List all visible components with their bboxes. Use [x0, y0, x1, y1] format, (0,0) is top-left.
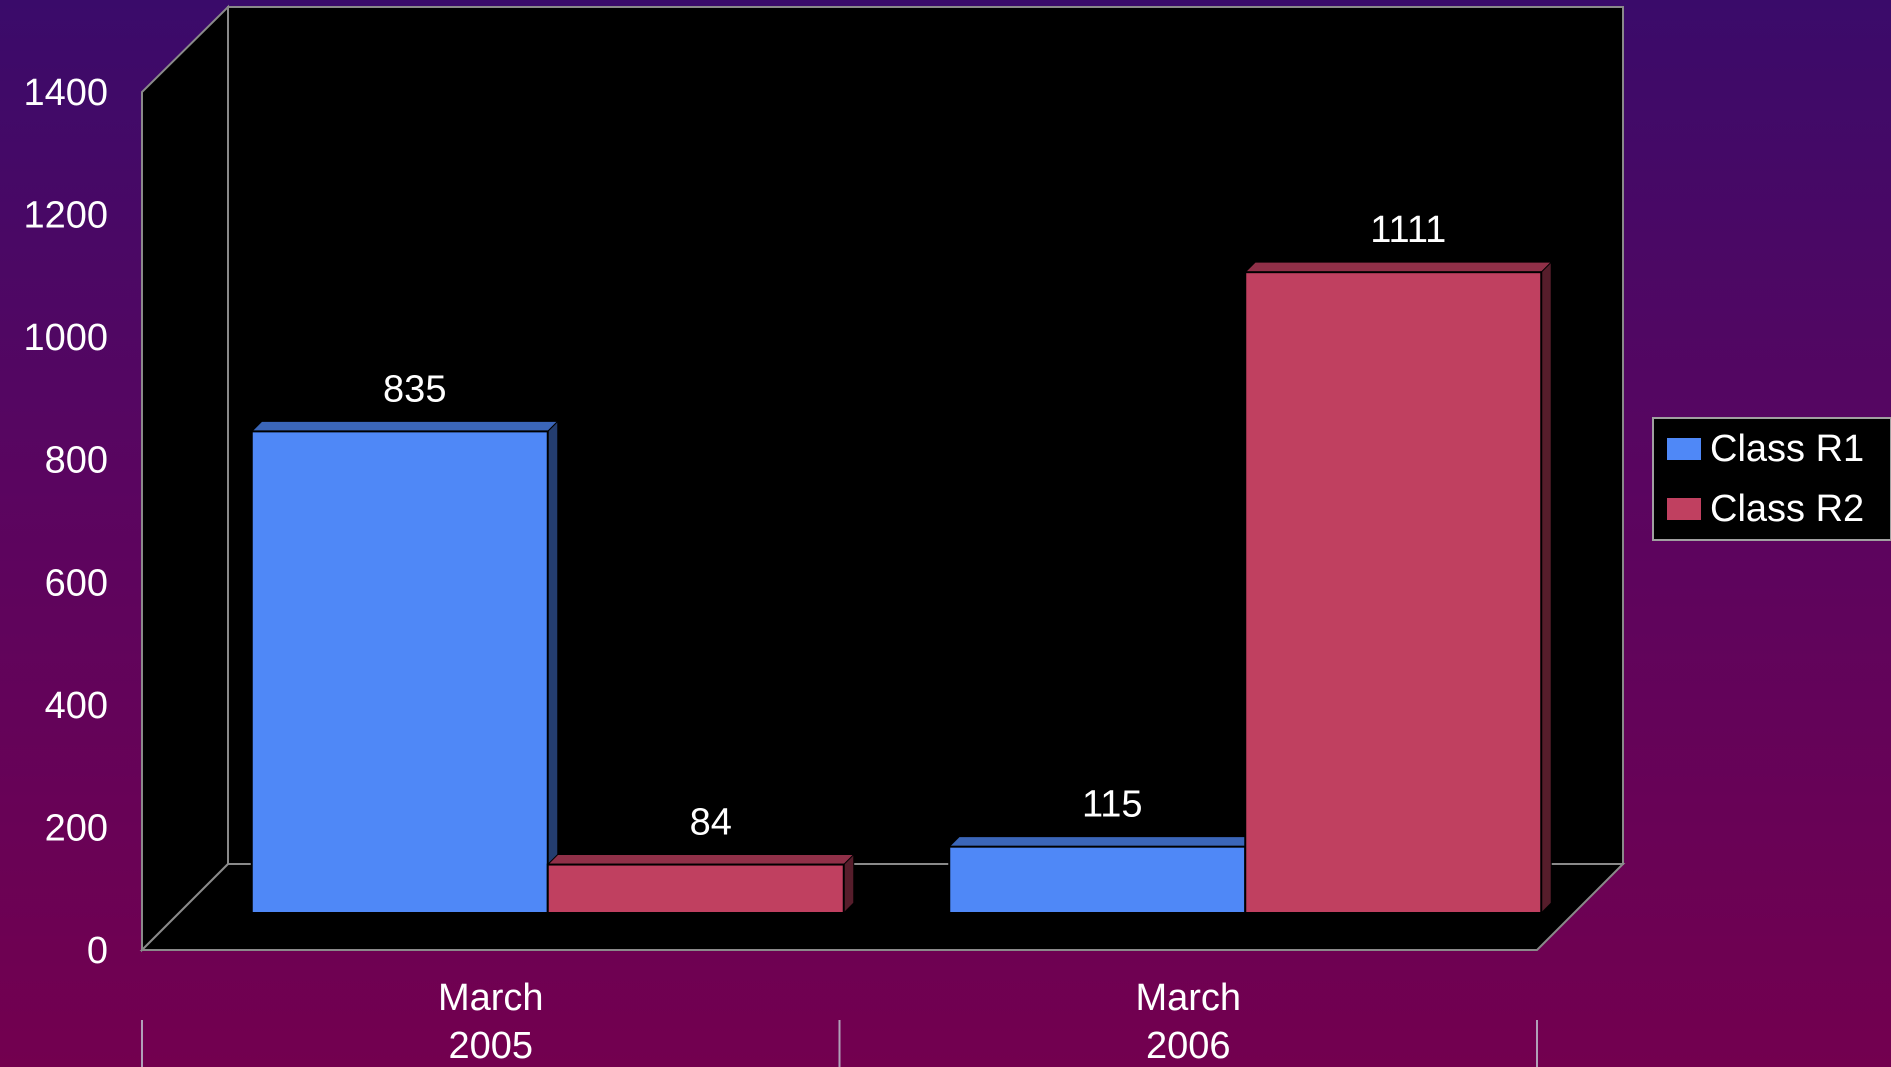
- y-tick-label: 200: [45, 807, 108, 849]
- bar-side: [547, 420, 559, 915]
- y-tick-label: 1400: [23, 72, 108, 114]
- y-tick-label: 0: [87, 930, 108, 972]
- legend-swatch: [1667, 438, 1701, 460]
- y-tick-label: 600: [45, 562, 108, 604]
- legend-label: Class R2: [1710, 488, 1864, 530]
- bar: 115: [948, 784, 1257, 915]
- bar: 1111: [1244, 209, 1553, 915]
- x-tick-label: March 2006: [1135, 977, 1241, 1067]
- y-tick-label: 400: [45, 685, 108, 727]
- y-tick-label: 1200: [23, 195, 108, 237]
- data-label: 835: [383, 368, 446, 410]
- side-wall: [141, 4, 229, 953]
- bar-top: [1244, 261, 1553, 273]
- bar-front: [948, 845, 1247, 915]
- x-tick-label: March 2005: [438, 977, 544, 1067]
- legend-label: Class R1: [1710, 428, 1864, 470]
- data-label: 84: [690, 802, 732, 844]
- data-label: 115: [1082, 784, 1143, 826]
- bar: 835: [250, 368, 559, 915]
- y-axis: 0 200 400 600 800 1000 1200 1400: [23, 72, 108, 972]
- bars: 835 84 115 1111: [250, 209, 1553, 915]
- bar-front: [250, 430, 549, 914]
- bar-side: [1540, 260, 1552, 915]
- bar-top: [948, 836, 1257, 848]
- bar-top: [546, 854, 855, 866]
- x-axis: March 2005 March 2006: [141, 977, 1538, 1067]
- data-label: 1111: [1370, 209, 1446, 251]
- y-tick-label: 800: [45, 440, 108, 482]
- bar-top: [250, 420, 559, 432]
- legend-swatch: [1667, 498, 1701, 520]
- bar-side: [843, 853, 855, 915]
- bar: 84: [546, 802, 855, 915]
- y-tick-label: 1000: [23, 317, 108, 359]
- bar-front: [1244, 271, 1543, 915]
- legend: Class R1 Class R2: [1652, 417, 1891, 541]
- bar-front: [546, 863, 845, 915]
